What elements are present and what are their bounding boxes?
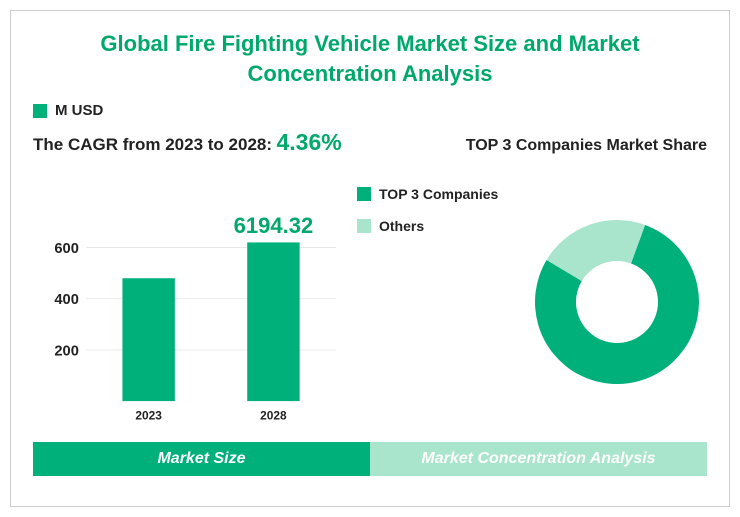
donut-legend-item: TOP 3 Companies [357,186,527,202]
legend-swatch [357,187,371,201]
footer-bar: Market Size Market Concentration Analysi… [33,442,707,476]
legend-label: TOP 3 Companies [379,186,498,202]
charts-row: 200 400 600 2023 6194.32 2028 TOP 3 Companies… [33,162,707,442]
bar-chart: 200 400 600 2023 6194.32 2028 [33,162,345,442]
bar [247,243,299,402]
footer-right: Market Concentration Analysis [370,442,707,476]
cagr-row: The CAGR from 2023 to 2028: 4.36% TOP 3 … [33,129,707,156]
cagr-text-wrap: The CAGR from 2023 to 2028: 4.36% [33,129,342,156]
top3-share-header: TOP 3 Companies Market Share [466,137,707,155]
footer-left: Market Size [33,442,370,476]
report-card: Global Fire Fighting Vehicle Market Size… [10,10,730,507]
donut-legend-item: Others [357,218,527,234]
bar-category-label: 2028 [260,409,287,423]
donut-chart [527,212,707,392]
unit-legend-label: M USD [55,102,103,119]
unit-legend-swatch [33,104,47,118]
donut-svg-wrap [527,162,707,442]
main-title: Global Fire Fighting Vehicle Market Size… [33,29,707,88]
cagr-value: 4.36% [276,129,341,155]
cagr-prefix: The CAGR from 2023 to 2028: [33,135,272,154]
bar [122,279,174,402]
y-tick-label: 600 [54,241,78,257]
unit-legend: M USD [33,102,707,119]
y-tick-label: 400 [54,293,78,309]
legend-label: Others [379,218,424,234]
donut-chart-area: TOP 3 Companies Others [357,162,707,442]
bar-category-label: 2023 [135,409,162,423]
legend-swatch [357,219,371,233]
bar-value-label: 6194.32 [234,214,314,239]
donut-legend: TOP 3 Companies Others [357,162,527,442]
y-tick-label: 200 [54,344,78,360]
bar-chart-area: 200 400 600 2023 6194.32 2028 [33,162,345,442]
